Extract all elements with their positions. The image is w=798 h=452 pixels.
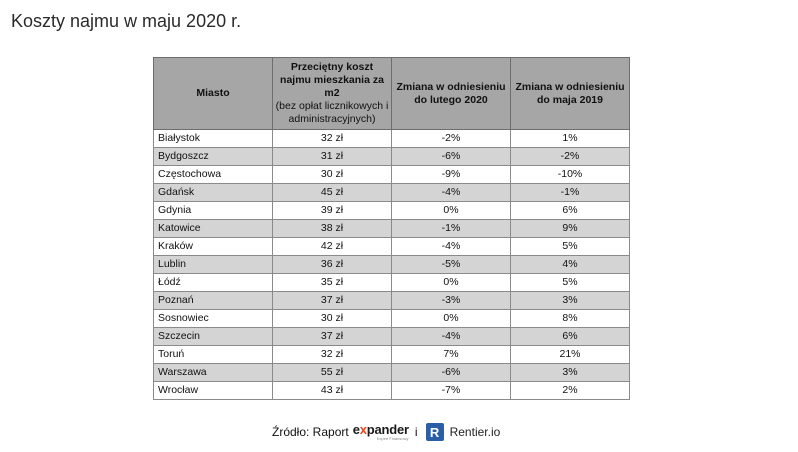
cell-change-feb: 0% — [391, 201, 511, 220]
cell-change-feb: -6% — [391, 363, 511, 382]
cell-cost: 43 zł — [272, 381, 392, 400]
cell-cost: 38 zł — [272, 219, 392, 238]
cell-change-may: -1% — [510, 183, 630, 202]
header-cost-sub: (bez opłat licznikowych i administracyjn… — [275, 100, 389, 125]
cell-change-may: 6% — [510, 327, 630, 346]
cell-change-feb: -4% — [391, 183, 511, 202]
cell-cost: 55 zł — [272, 363, 392, 382]
cell-change-may: 5% — [510, 237, 630, 256]
cell-city: Gdańsk — [153, 183, 273, 202]
cell-change-may: 4% — [510, 255, 630, 274]
cell-change-may: -2% — [510, 147, 630, 166]
cell-change-feb: -7% — [391, 381, 511, 400]
cell-change-feb: 0% — [391, 309, 511, 328]
cell-cost: 36 zł — [272, 255, 392, 274]
cell-change-may: 5% — [510, 273, 630, 292]
page-title: Koszty najmu w maju 2020 r. — [11, 11, 242, 31]
cell-change-may: 2% — [510, 381, 630, 400]
table-row: Wrocław 43 zł -7% 2% — [153, 381, 630, 400]
table-row: Sosnowiec 30 zł 0% 8% — [153, 309, 630, 328]
table-row: Warszawa 55 zł -6% 3% — [153, 363, 630, 382]
header-change-may: Zmiana w odniesieniu do maja 2019 — [510, 57, 630, 130]
table-row: Katowice 38 zł -1% 9% — [153, 219, 630, 238]
cell-change-feb: -1% — [391, 219, 511, 238]
cell-city: Katowice — [153, 219, 273, 238]
cell-cost: 35 zł — [272, 273, 392, 292]
source-label: Źródło: Raport — [272, 425, 349, 439]
cell-change-feb: -3% — [391, 291, 511, 310]
cell-change-feb: -9% — [391, 165, 511, 184]
cell-change-feb: -5% — [391, 255, 511, 274]
rentier-name: Rentier.io — [449, 425, 501, 439]
cell-city: Białystok — [153, 129, 273, 148]
cell-cost: 31 zł — [272, 147, 392, 166]
cell-city: Warszawa — [153, 363, 273, 382]
rent-cost-table-container: Miasto Przeciętny koszt najmu mieszkania… — [153, 57, 630, 400]
table-row: Częstochowa 30 zł -9% -10% — [153, 165, 630, 184]
rent-cost-table: Miasto Przeciętny koszt najmu mieszkania… — [153, 57, 630, 400]
header-cost: Przeciętny koszt najmu mieszkania za m2 … — [272, 57, 392, 130]
cell-change-feb: -4% — [391, 327, 511, 346]
table-row: Toruń 32 zł 7% 21% — [153, 345, 630, 364]
table-row: Łódź 35 zł 0% 5% — [153, 273, 630, 292]
cell-change-may: 3% — [510, 291, 630, 310]
header-change-feb: Zmiana w odniesieniu do lutego 2020 — [391, 57, 511, 130]
cell-change-may: -10% — [510, 165, 630, 184]
rentier-logo-icon: R — [425, 423, 444, 441]
cell-city: Wrocław — [153, 381, 273, 400]
cell-cost: 42 zł — [272, 237, 392, 256]
cell-change-may: 9% — [510, 219, 630, 238]
cell-cost: 30 zł — [272, 165, 392, 184]
cell-change-feb: 7% — [391, 345, 511, 364]
table-row: Szczecin 37 zł -4% 6% — [153, 327, 630, 346]
cell-city: Kraków — [153, 237, 273, 256]
cell-city: Szczecin — [153, 327, 273, 346]
cell-change-feb: -6% — [391, 147, 511, 166]
table-row: Lublin 36 zł -5% 4% — [153, 255, 630, 274]
table-row: Poznań 37 zł -3% 3% — [153, 291, 630, 310]
cell-cost: 32 zł — [272, 345, 392, 364]
table-row: Bydgoszcz 31 zł -6% -2% — [153, 147, 630, 166]
cell-change-may: 21% — [510, 345, 630, 364]
cell-change-feb: 0% — [391, 273, 511, 292]
source-line: Źródło: Raport expander Expert Finansowy… — [272, 420, 500, 444]
source-conjunction: i — [414, 425, 418, 439]
cell-city: Toruń — [153, 345, 273, 364]
cell-city: Gdynia — [153, 201, 273, 220]
header-city: Miasto — [153, 57, 273, 130]
cell-city: Poznań — [153, 291, 273, 310]
table-row: Białystok 32 zł -2% 1% — [153, 129, 630, 148]
cell-change-may: 1% — [510, 129, 630, 148]
cell-city: Lublin — [153, 255, 273, 274]
cell-cost: 30 zł — [272, 309, 392, 328]
cell-cost: 32 zł — [272, 129, 392, 148]
cell-cost: 39 zł — [272, 201, 392, 220]
cell-change-feb: -4% — [391, 237, 511, 256]
cell-city: Łódź — [153, 273, 273, 292]
cell-change-may: 8% — [510, 309, 630, 328]
expander-logo: expander Expert Finansowy — [352, 422, 409, 441]
cell-change-may: 6% — [510, 201, 630, 220]
table-row: Gdynia 39 zł 0% 6% — [153, 201, 630, 220]
cell-cost: 37 zł — [272, 327, 392, 346]
cell-cost: 37 zł — [272, 291, 392, 310]
cell-change-feb: -2% — [391, 129, 511, 148]
cell-cost: 45 zł — [272, 183, 392, 202]
table-row: Gdańsk 45 zł -4% -1% — [153, 183, 630, 202]
table-row: Kraków 42 zł -4% 5% — [153, 237, 630, 256]
cell-change-may: 3% — [510, 363, 630, 382]
table-header-row: Miasto Przeciętny koszt najmu mieszkania… — [153, 57, 630, 130]
header-cost-main: Przeciętny koszt najmu mieszkania za m2 — [280, 61, 384, 99]
cell-city: Częstochowa — [153, 165, 273, 184]
cell-city: Bydgoszcz — [153, 147, 273, 166]
cell-city: Sosnowiec — [153, 309, 273, 328]
expander-tagline: Expert Finansowy — [376, 436, 409, 441]
table-body: Białystok 32 zł -2% 1% Bydgoszcz 31 zł -6% -2% C… — [153, 129, 630, 400]
